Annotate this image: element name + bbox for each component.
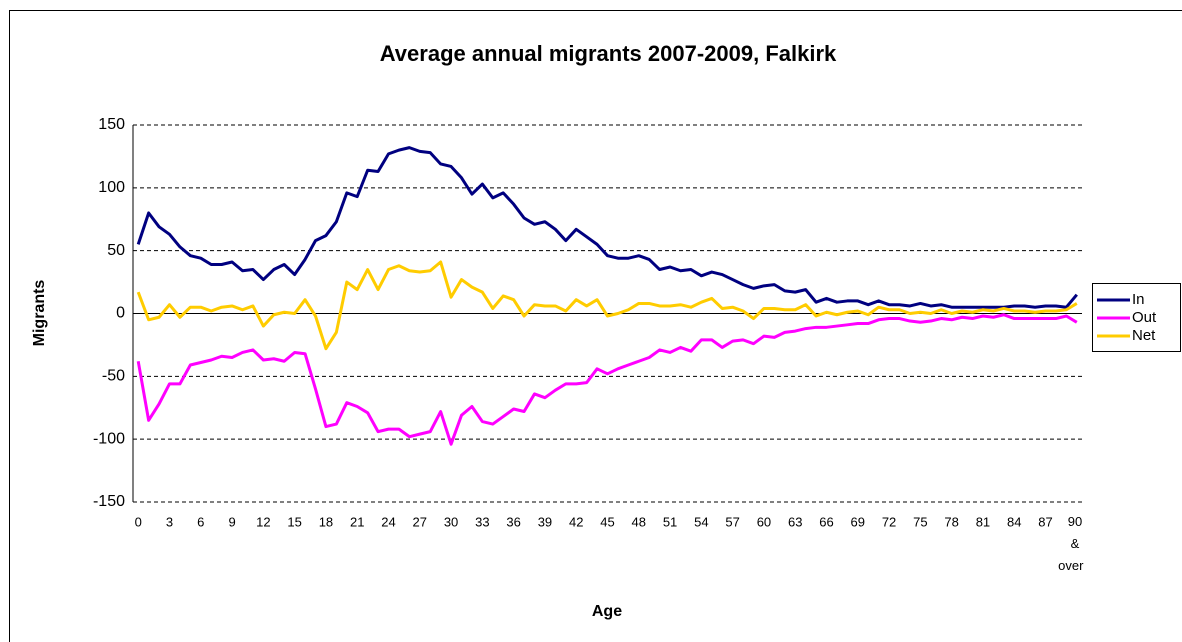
x-tick-label: 78 [944,514,958,529]
x-tick-label: 18 [319,514,333,529]
x-tick-label: 12 [256,514,270,529]
line-series [136,313,1078,446]
x-tick-label: 75 [913,514,927,529]
x-tick-label: 60 [757,514,771,529]
line-series [136,260,1078,351]
x-tick-label: 33 [475,514,489,529]
y-tick-label: 100 [98,179,125,196]
x-tick-label: 3 [166,514,173,529]
x-tick-label: 69 [851,514,865,529]
x-tick-label: 81 [976,514,990,529]
x-tick-label: 63 [788,514,802,529]
x-tick-label: 21 [350,514,364,529]
x-tick-label: 39 [538,514,552,529]
line-series [136,146,1078,309]
x-tick-label: 45 [600,514,614,529]
y-tick-label: 50 [107,242,125,259]
x-tick-label: 90 & over [1058,514,1086,573]
x-tick-label: 87 [1038,514,1052,529]
x-axis-title: Age [592,603,622,620]
y-tick-label: -100 [93,430,125,447]
y-tick-label: -50 [102,368,125,385]
y-tick-label: -150 [93,493,125,510]
x-tick-label: 84 [1007,514,1021,529]
legend-label: Net [1132,327,1156,344]
x-tick-label: 42 [569,514,583,529]
x-tick-label: 27 [413,514,427,529]
legend-label: In [1132,291,1145,308]
y-tick-label: 150 [98,116,125,133]
legend-label: Out [1132,309,1157,326]
chart-frame [9,10,1182,642]
x-tick-label: 15 [287,514,301,529]
legend-box [1092,283,1181,352]
x-tick-label: 66 [819,514,833,529]
x-tick-label: 54 [694,514,708,529]
x-tick-label: 24 [381,514,395,529]
x-tick-label: 0 [135,514,142,529]
x-tick-label: 72 [882,514,896,529]
x-tick-label: 51 [663,514,677,529]
x-tick-label: 36 [506,514,520,529]
y-tick-label: 0 [116,305,125,322]
x-tick-label: 57 [725,514,739,529]
x-tick-label: 48 [632,514,646,529]
x-tick-label: 30 [444,514,458,529]
chart-title: Average annual migrants 2007-2009, Falki… [380,41,837,66]
x-tick-label: 9 [228,514,235,529]
x-tick-label: 6 [197,514,204,529]
y-axis-title: Migrants [31,280,48,347]
